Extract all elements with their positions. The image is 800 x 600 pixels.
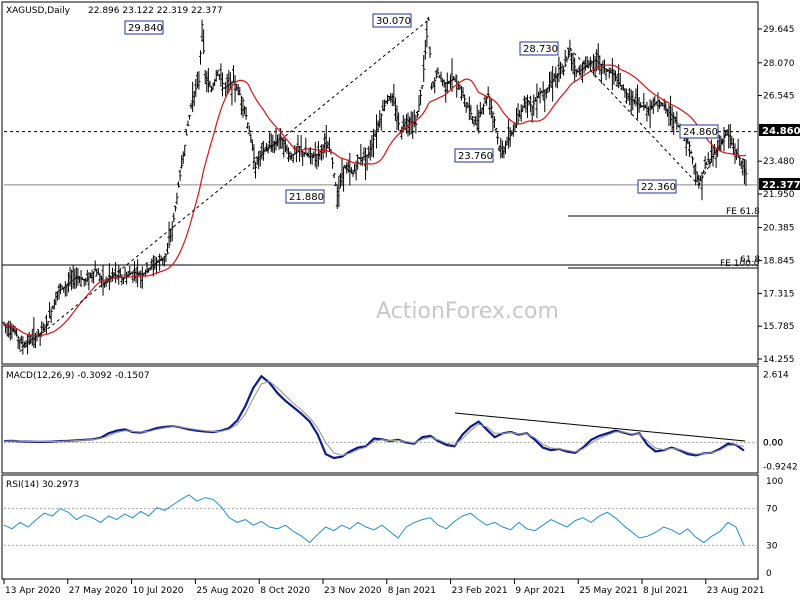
price-tag bbox=[759, 124, 800, 136]
trend-line-rebound bbox=[698, 131, 728, 186]
price-tag bbox=[759, 178, 800, 190]
price-tick-label: 20.385 bbox=[763, 224, 795, 234]
rsi-tick-label: 70 bbox=[766, 505, 778, 515]
macd-tick-label: 0.00 bbox=[763, 438, 783, 448]
watermark: ActionForex.com bbox=[376, 299, 559, 324]
annotation-label: 21.880 bbox=[289, 192, 324, 203]
x-tick-label: 8 Jul 2021 bbox=[643, 586, 688, 596]
rsi-line bbox=[3, 494, 745, 546]
price-pane-frame bbox=[1, 1, 759, 365]
annotation-box bbox=[124, 20, 164, 35]
macd-layer bbox=[3, 374, 758, 460]
annotation-box bbox=[454, 148, 494, 163]
rsi-pane-frame bbox=[1, 474, 759, 580]
macd-signal-line bbox=[3, 380, 745, 456]
rsi-title: RSI(14) 30.2973 bbox=[6, 480, 79, 490]
trend-line-down bbox=[569, 48, 700, 186]
price-tag-label: 24.860 bbox=[762, 126, 800, 137]
price-tick-label: 21.950 bbox=[763, 190, 795, 200]
x-tick-label: 9 Apr 2021 bbox=[515, 586, 565, 596]
price-tick-label: 29.645 bbox=[763, 25, 795, 35]
macd-tick-label: -0.9242 bbox=[763, 462, 798, 472]
price-tick-label: 17.315 bbox=[763, 289, 795, 299]
axis-layer: 29.645 28.070 26.545 23.480 21.950 20.385 18.8… bbox=[3, 25, 798, 596]
x-tick-label: 13 Apr 2020 bbox=[5, 586, 61, 596]
x-tick-label: 23 Aug 2021 bbox=[707, 586, 765, 596]
macd-tick-label: 2.614 bbox=[763, 371, 789, 381]
annotation-box bbox=[679, 124, 719, 139]
annotation-box bbox=[519, 41, 559, 56]
rsi-tick-label: 0 bbox=[766, 569, 772, 579]
macd-title: MACD(12,26,9) -0.3092 -0.1507 bbox=[6, 371, 150, 381]
annotation-label: 24.860 bbox=[683, 127, 718, 138]
price-tick-label: 18.845 bbox=[763, 257, 795, 267]
price-tick-label: 26.545 bbox=[763, 91, 795, 101]
annotation-label: 23.760 bbox=[458, 151, 493, 162]
x-tick-label: 27 May 2020 bbox=[69, 586, 128, 596]
x-tick-label: 25 Aug 2020 bbox=[196, 586, 254, 596]
annotation-label: 29.840 bbox=[128, 23, 163, 34]
x-tick-label: 23 Nov 2020 bbox=[324, 586, 382, 596]
x-tick-label: 25 May 2021 bbox=[579, 586, 638, 596]
annotation-box bbox=[637, 179, 677, 194]
macd-trend-line bbox=[454, 412, 746, 442]
fib-label: 61.8 bbox=[740, 255, 760, 265]
rsi-layer bbox=[3, 494, 758, 546]
price-layer: 29.840 30.070 28.730 21.880 23.760 22.360 24.8… bbox=[2, 13, 800, 355]
rsi-tick-label: 30 bbox=[766, 541, 778, 551]
price-tick-label: 28.070 bbox=[763, 59, 795, 69]
macd-tick-label: 0.00 bbox=[763, 438, 783, 448]
price-tick-label: 23.480 bbox=[763, 157, 795, 167]
x-tick-label: 10 Jul 2020 bbox=[133, 586, 184, 596]
price-tick-label: 14.255 bbox=[763, 355, 795, 365]
annotation-label: 28.730 bbox=[523, 44, 558, 55]
annotation-box bbox=[285, 189, 325, 204]
rsi-tick-label: 100 bbox=[766, 477, 783, 487]
fib-label: FE 100.0 bbox=[720, 259, 760, 269]
x-tick-label: 8 Jan 2021 bbox=[388, 586, 436, 596]
moving-average-line bbox=[3, 64, 747, 337]
price-title: XAGUSD,Daily bbox=[6, 6, 71, 16]
price-tag-label: 22.377 bbox=[762, 180, 800, 191]
annotation-label: 22.360 bbox=[641, 182, 676, 193]
ohlc-readout: 22.896 23.122 22.319 22.377 bbox=[88, 6, 223, 16]
x-tick-label: 8 Oct 2020 bbox=[260, 586, 310, 596]
price-tick-label: 15.785 bbox=[763, 322, 795, 332]
annotation-label: 30.070 bbox=[376, 16, 411, 27]
x-tick-label: 23 Feb 2021 bbox=[452, 586, 508, 596]
fib-label: FE 61.8 bbox=[726, 207, 760, 217]
trend-line-up bbox=[19, 19, 429, 352]
annotation-box bbox=[372, 13, 412, 28]
macd-pane-frame bbox=[1, 365, 759, 474]
